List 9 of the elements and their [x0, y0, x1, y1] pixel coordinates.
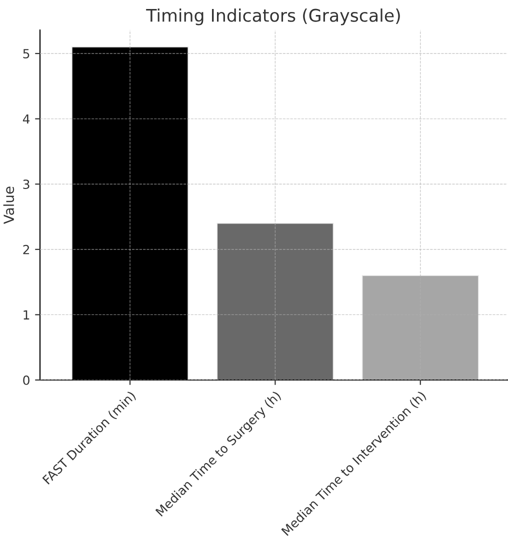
y-tick-label: 5 [23, 49, 30, 58]
y-axis-title: Value [3, 186, 14, 224]
y-tick-label: 4 [22, 114, 30, 124]
y-tick-label: 1 [24, 310, 30, 320]
y-tick-label: 0 [23, 375, 30, 385]
chart-title: Timing Indicators (Grayscale) [146, 8, 400, 26]
y-tick-label: 3 [23, 180, 30, 190]
bar [216, 222, 334, 380]
y-tick-label: 2 [23, 244, 30, 254]
